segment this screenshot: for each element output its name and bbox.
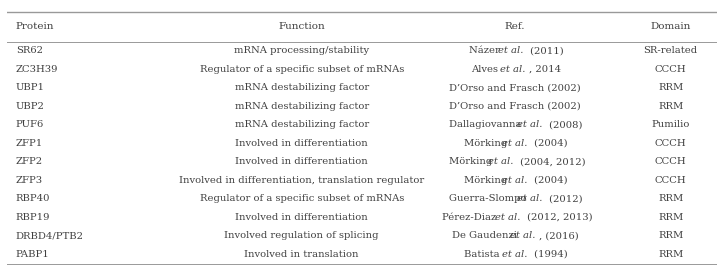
Text: UBP2: UBP2: [16, 102, 45, 111]
Text: ZC3H39: ZC3H39: [16, 65, 58, 74]
Text: CCCH: CCCH: [654, 157, 686, 166]
Text: mRNA destabilizing factor: mRNA destabilizing factor: [235, 102, 369, 111]
Text: (1994): (1994): [531, 250, 568, 259]
Text: (2008): (2008): [546, 120, 582, 129]
Text: Pérez-Diaz: Pérez-Diaz: [442, 213, 500, 222]
Text: Regulator of a specific subset of mRNAs: Regulator of a specific subset of mRNAs: [200, 65, 404, 74]
Text: et al.: et al.: [497, 46, 523, 55]
Text: Protein: Protein: [16, 22, 54, 31]
Text: mRNA destabilizing factor: mRNA destabilizing factor: [235, 120, 369, 129]
Text: , (2016): , (2016): [539, 231, 578, 240]
Text: CCCH: CCCH: [654, 176, 686, 185]
Text: (2004): (2004): [531, 139, 568, 148]
Text: Názer: Názer: [468, 46, 502, 55]
Text: SR-related: SR-related: [644, 46, 698, 55]
Text: CCCH: CCCH: [654, 65, 686, 74]
Text: UBP1: UBP1: [16, 83, 45, 92]
Text: Guerra-Slompo: Guerra-Slompo: [450, 194, 530, 203]
Text: RRM: RRM: [658, 194, 683, 203]
Text: ZFP2: ZFP2: [16, 157, 43, 166]
Text: Regulator of a specific subset of mRNAs: Regulator of a specific subset of mRNAs: [200, 194, 404, 203]
Text: Involved in differentiation: Involved in differentiation: [235, 213, 368, 222]
Text: Involved in translation: Involved in translation: [245, 250, 359, 259]
Text: Involved regulation of splicing: Involved regulation of splicing: [224, 231, 379, 240]
Text: et al.: et al.: [502, 250, 528, 259]
Text: Function: Function: [278, 22, 325, 31]
Text: et al.: et al.: [500, 65, 526, 74]
Text: Dallagiovanna: Dallagiovanna: [450, 120, 525, 129]
Text: DRBD4/PTB2: DRBD4/PTB2: [16, 231, 84, 240]
Text: CCCH: CCCH: [654, 139, 686, 148]
Text: Pumilio: Pumilio: [652, 120, 690, 129]
Text: RRM: RRM: [658, 231, 683, 240]
Text: et al.: et al.: [502, 176, 528, 185]
Text: RRM: RRM: [658, 83, 683, 92]
Text: (2011): (2011): [526, 46, 563, 55]
Text: et al.: et al.: [517, 120, 542, 129]
Text: Alves: Alves: [471, 65, 501, 74]
Text: mRNA destabilizing factor: mRNA destabilizing factor: [235, 83, 369, 92]
Text: Domain: Domain: [650, 22, 691, 31]
Text: RRM: RRM: [658, 250, 683, 259]
Text: , 2014: , 2014: [529, 65, 561, 74]
Text: (2004): (2004): [531, 176, 568, 185]
Text: (2004, 2012): (2004, 2012): [517, 157, 586, 166]
Text: Mörking: Mörking: [450, 157, 496, 166]
Text: Involved in differentiation: Involved in differentiation: [235, 157, 368, 166]
Text: RBP19: RBP19: [16, 213, 50, 222]
Text: et al.: et al.: [510, 231, 535, 240]
Text: mRNA processing/stability: mRNA processing/stability: [234, 46, 369, 55]
Text: et al.: et al.: [502, 139, 528, 148]
Text: (2012, 2013): (2012, 2013): [524, 213, 593, 222]
Text: D’Orso and Frasch (2002): D’Orso and Frasch (2002): [449, 83, 581, 92]
Text: Batista: Batista: [464, 250, 502, 259]
Text: RRM: RRM: [658, 213, 683, 222]
Text: PUF6: PUF6: [16, 120, 44, 129]
Text: PABP1: PABP1: [16, 250, 49, 259]
Text: et al.: et al.: [495, 213, 521, 222]
Text: Involved in differentiation, translation regulator: Involved in differentiation, translation…: [179, 176, 424, 185]
Text: De Gaudenzi: De Gaudenzi: [452, 231, 520, 240]
Text: RBP40: RBP40: [16, 194, 50, 203]
Text: Ref.: Ref.: [505, 22, 525, 31]
Text: Mörking: Mörking: [464, 139, 510, 148]
Text: Mörking: Mörking: [464, 176, 510, 185]
Text: D’Orso and Frasch (2002): D’Orso and Frasch (2002): [449, 102, 581, 111]
Text: (2012): (2012): [546, 194, 583, 203]
Text: Involved in differentiation: Involved in differentiation: [235, 139, 368, 148]
Text: ZFP1: ZFP1: [16, 139, 43, 148]
Text: et al.: et al.: [488, 157, 513, 166]
Text: ZFP3: ZFP3: [16, 176, 43, 185]
Text: et al.: et al.: [517, 194, 542, 203]
Text: RRM: RRM: [658, 102, 683, 111]
Text: SR62: SR62: [16, 46, 43, 55]
